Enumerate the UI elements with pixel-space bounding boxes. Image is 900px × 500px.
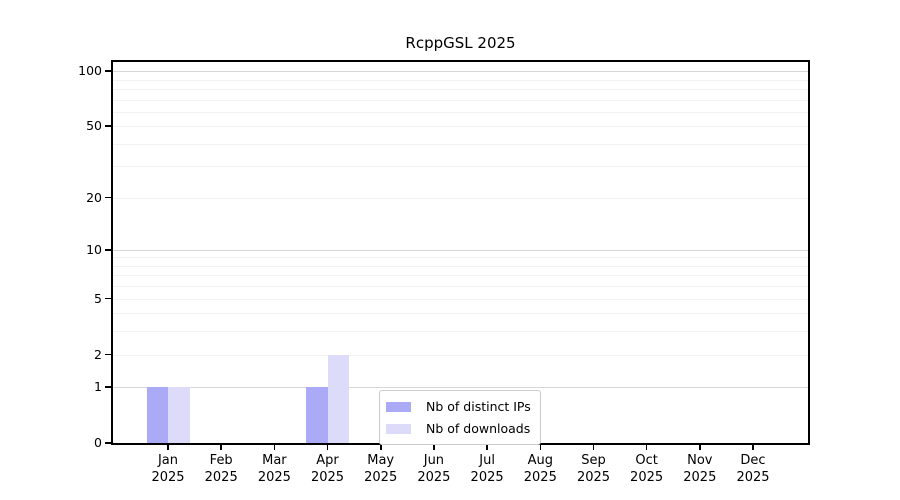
gridline-minor bbox=[113, 331, 808, 333]
x-axis-tick bbox=[380, 445, 382, 450]
x-axis-tick-label: Jun 2025 bbox=[417, 453, 451, 485]
plot-area bbox=[111, 60, 810, 445]
gridline-decade bbox=[113, 71, 808, 72]
gridline-minor bbox=[113, 111, 808, 113]
gridline-minor bbox=[113, 257, 808, 259]
gridline-minor bbox=[113, 275, 808, 277]
gridline-minor bbox=[113, 79, 808, 81]
y-axis-tick-label: 50 bbox=[86, 118, 102, 134]
x-axis-tick-label: Aug 2025 bbox=[523, 453, 557, 485]
x-axis-tick bbox=[433, 445, 435, 450]
bar bbox=[168, 387, 190, 443]
chart-title: RcppGSL 2025 bbox=[405, 34, 516, 52]
legend-entry: Nb of distinct IPs bbox=[386, 397, 531, 416]
x-axis-tick bbox=[486, 445, 488, 450]
x-axis-tick-label: Sep 2025 bbox=[576, 453, 611, 485]
x-axis-tick-label: Jul 2025 bbox=[470, 453, 504, 485]
y-axis-tick-label: 20 bbox=[86, 189, 102, 205]
x-axis-tick bbox=[645, 445, 648, 450]
y-axis-tick-label: 1 bbox=[94, 379, 102, 395]
x-axis-tick-label: Mar 2025 bbox=[257, 453, 291, 485]
legend-label: Nb of downloads bbox=[426, 421, 531, 436]
x-axis-tick bbox=[220, 445, 222, 450]
legend-swatch bbox=[386, 401, 411, 412]
y-axis-tick bbox=[105, 125, 111, 127]
y-axis-tick bbox=[105, 353, 111, 356]
legend-label: Nb of distinct IPs bbox=[426, 399, 531, 414]
y-axis-tick-label: 5 bbox=[94, 290, 102, 306]
gridline-minor bbox=[113, 99, 808, 101]
x-axis-tick bbox=[752, 445, 754, 450]
legend-swatch bbox=[386, 423, 411, 434]
x-axis-tick-label: Oct 2025 bbox=[630, 453, 664, 485]
x-axis-tick bbox=[167, 445, 169, 450]
gridline-minor bbox=[113, 265, 808, 267]
x-axis-tick bbox=[273, 445, 276, 450]
bar bbox=[306, 387, 328, 443]
gridline-minor bbox=[113, 126, 808, 128]
gridline-minor bbox=[113, 197, 808, 199]
x-axis-tick-label: Feb 2025 bbox=[204, 453, 238, 485]
x-axis-tick bbox=[699, 445, 701, 450]
legend-entry: Nb of downloads bbox=[386, 419, 531, 438]
y-axis-tick bbox=[105, 196, 111, 199]
y-axis-tick bbox=[105, 70, 111, 72]
y-axis-tick bbox=[105, 442, 111, 444]
y-axis-tick bbox=[105, 386, 111, 388]
y-axis-tick bbox=[105, 249, 111, 251]
gridline-minor bbox=[113, 88, 808, 90]
x-axis-tick-label: May 2025 bbox=[364, 453, 398, 485]
gridline-minor bbox=[113, 298, 808, 300]
x-axis-tick bbox=[592, 445, 595, 450]
y-axis-tick-label: 100 bbox=[78, 63, 102, 78]
gridline-minor bbox=[113, 143, 808, 145]
gridline-minor bbox=[113, 354, 808, 356]
x-axis-tick bbox=[326, 445, 329, 450]
bar bbox=[146, 387, 168, 443]
gridline-minor bbox=[113, 166, 808, 168]
gridline-minor bbox=[113, 313, 808, 315]
gridline-minor bbox=[113, 286, 808, 288]
y-axis-tick-label: 10 bbox=[86, 241, 102, 257]
x-axis-tick-label: Dec 2025 bbox=[736, 453, 770, 485]
y-axis-tick-label: 0 bbox=[94, 435, 102, 450]
x-axis-tick bbox=[539, 445, 541, 450]
gridline-decade bbox=[113, 387, 808, 389]
x-axis-tick-label: Nov 2025 bbox=[683, 453, 717, 485]
gridline-decade bbox=[113, 249, 808, 251]
y-axis-tick-label: 2 bbox=[94, 346, 102, 362]
x-axis-tick-label: Apr 2025 bbox=[310, 453, 345, 485]
x-axis-tick-label: Jan 2025 bbox=[151, 453, 185, 485]
y-axis-tick bbox=[105, 297, 111, 300]
legend: Nb of distinct IPs Nb of downloads bbox=[379, 390, 541, 445]
bar bbox=[327, 354, 349, 443]
